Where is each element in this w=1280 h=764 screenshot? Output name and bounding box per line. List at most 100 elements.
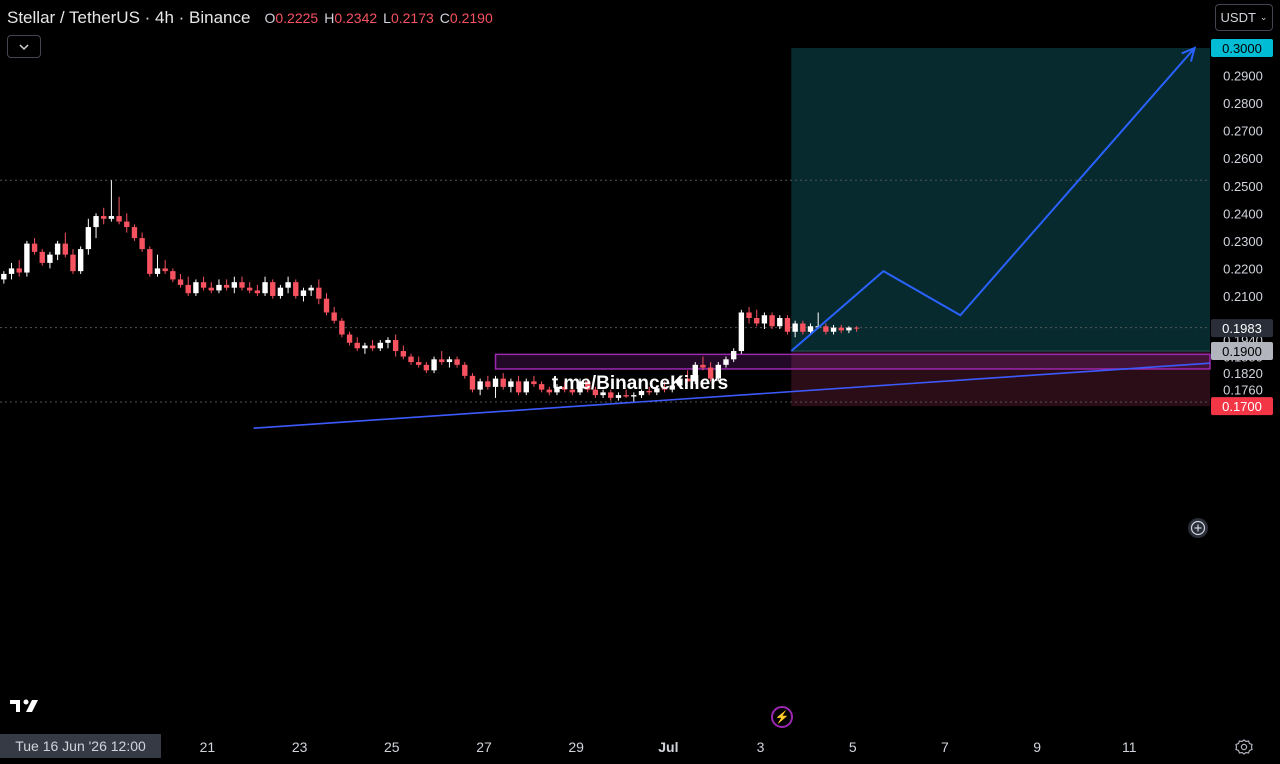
price-badge-entry <box>1211 342 1273 361</box>
candle <box>62 232 68 258</box>
candle <box>684 370 691 382</box>
price-tick-label: 0.1820 <box>1223 366 1263 381</box>
candle-body <box>646 390 652 393</box>
candle <box>446 356 453 368</box>
candle <box>369 340 376 352</box>
candle <box>339 317 345 338</box>
tradingview-logo-icon[interactable] <box>10 698 44 714</box>
candle-body <box>561 386 568 390</box>
chevron-down-icon <box>19 43 29 50</box>
candle <box>39 249 45 266</box>
candle-body <box>500 378 506 387</box>
candle <box>707 362 714 382</box>
candle-body <box>838 327 844 331</box>
candle-body <box>246 287 253 291</box>
candle-body <box>523 381 529 393</box>
candle-body <box>823 326 829 332</box>
high-label: H <box>324 10 335 26</box>
candle-body <box>469 375 476 390</box>
candle <box>469 373 476 393</box>
gear-icon[interactable] <box>1235 738 1253 756</box>
candle-body <box>385 340 391 343</box>
candle-body <box>462 364 468 376</box>
candle <box>300 287 307 302</box>
candle <box>454 356 460 368</box>
candle <box>208 282 214 294</box>
candle <box>492 375 499 398</box>
candle-body <box>116 216 122 222</box>
projection-arrowhead <box>1181 46 1197 62</box>
candle <box>139 232 145 252</box>
candle <box>838 324 844 334</box>
lightning-icon[interactable]: ⚡ <box>771 706 793 728</box>
candle <box>585 378 591 393</box>
time-tick-label: 5 <box>849 739 857 755</box>
candle <box>846 326 852 334</box>
candle <box>416 356 422 368</box>
candle-body <box>546 389 552 393</box>
price-tick-label: 0.2100 <box>1223 289 1263 304</box>
candle <box>538 381 545 393</box>
price-tick-label: 0.2800 <box>1223 96 1263 111</box>
candle-body <box>101 216 107 219</box>
open-value: 0.2225 <box>275 10 319 26</box>
candle <box>531 375 537 387</box>
candle-body <box>623 395 629 397</box>
candle <box>270 279 276 299</box>
candle-body <box>408 356 414 363</box>
price-tick-label: 0.2900 <box>1223 69 1263 84</box>
axes-layer: 0.17600.18200.18800.19400.21000.22000.23… <box>200 39 1273 755</box>
candle-body <box>39 251 45 263</box>
candle <box>308 284 314 296</box>
candle <box>231 276 238 294</box>
time-tick-label: 3 <box>757 739 765 755</box>
candle <box>47 251 53 269</box>
candle <box>823 323 829 335</box>
candle-body <box>108 216 115 219</box>
candle <box>746 306 752 324</box>
candle <box>93 213 99 239</box>
candle <box>439 351 445 365</box>
candle-body <box>362 345 368 349</box>
candle <box>239 276 245 291</box>
candle <box>669 384 675 393</box>
candle <box>638 389 645 398</box>
collapse-legend-button[interactable] <box>7 35 41 58</box>
candle <box>223 279 230 291</box>
candle-body <box>707 367 714 379</box>
candle <box>800 320 806 335</box>
symbol-title[interactable]: Stellar / TetherUS · 4h · Binance <box>7 8 251 27</box>
candle-body <box>631 395 637 397</box>
add-alert-button[interactable] <box>1188 518 1208 538</box>
candle <box>254 284 261 296</box>
candle <box>31 238 38 255</box>
plus-circle-icon <box>1190 520 1206 536</box>
currency-button[interactable]: USDT ⌄ <box>1215 4 1273 31</box>
candle-body <box>293 282 299 296</box>
candle <box>362 342 368 354</box>
candle-body <box>661 388 668 390</box>
candle <box>24 240 30 277</box>
candle <box>615 392 622 401</box>
candle-body <box>508 381 514 387</box>
price-badge-target <box>1211 39 1273 57</box>
candle-body <box>477 381 483 390</box>
candle <box>131 224 138 241</box>
candle <box>70 249 76 274</box>
candle-body <box>392 340 399 352</box>
candle <box>592 386 599 398</box>
candle <box>316 279 322 305</box>
price-badge-label: 0.1700 <box>1222 399 1262 414</box>
candle <box>485 375 491 390</box>
candle-body <box>807 326 814 332</box>
candle <box>285 276 291 294</box>
candle <box>1 271 7 284</box>
candle-body <box>339 320 345 335</box>
candle <box>408 353 414 365</box>
candle <box>216 279 222 294</box>
candle-body <box>1 273 7 280</box>
candle <box>600 389 606 398</box>
candle-body <box>700 364 706 368</box>
candle-body <box>677 378 683 386</box>
